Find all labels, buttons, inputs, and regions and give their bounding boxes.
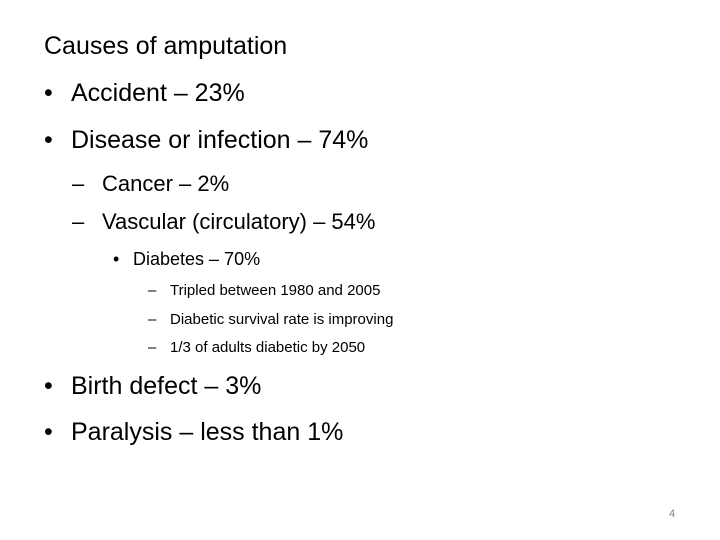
detail-item-text: 1/3 of adults diabetic by 2050: [170, 339, 366, 356]
page-number: 4: [669, 508, 676, 520]
dash-marker: –: [72, 209, 85, 234]
sub-sub-item-diabetes: • Diabetes – 70%: [113, 249, 260, 270]
bullet-marker: •: [44, 418, 53, 446]
dash-marker: –: [148, 311, 157, 328]
dash-marker: –: [148, 282, 157, 299]
detail-item-tripled: – Tripled between 1980 and 2005: [148, 282, 380, 299]
dash-marker: –: [72, 171, 85, 196]
detail-item-text: Diabetic survival rate is improving: [170, 311, 394, 328]
sub-sub-item-text: Diabetes – 70%: [133, 249, 261, 269]
bullet-marker: •: [44, 79, 53, 107]
sub-item-text: Cancer – 2%: [102, 171, 230, 196]
detail-item-survival: – Diabetic survival rate is improving: [148, 311, 393, 328]
bullet-marker: •: [44, 126, 53, 154]
detail-item-projection: – 1/3 of adults diabetic by 2050: [148, 339, 365, 356]
bullet-text: Disease or infection – 74%: [71, 126, 369, 154]
sub-item-vascular: – Vascular (circulatory) – 54%: [72, 209, 375, 235]
bullet-text: Accident – 23%: [71, 79, 245, 107]
sub-item-text: Vascular (circulatory) – 54%: [102, 209, 376, 234]
bullet-item-paralysis: • Paralysis – less than 1%: [44, 418, 343, 447]
bullet-text: Birth defect – 3%: [71, 372, 262, 400]
bullet-marker: •: [113, 249, 120, 269]
detail-item-text: Tripled between 1980 and 2005: [170, 282, 381, 299]
bullet-text: Paralysis – less than 1%: [71, 418, 344, 446]
dash-marker: –: [148, 339, 157, 356]
bullet-marker: •: [44, 372, 53, 400]
bullet-item-birth-defect: • Birth defect – 3%: [44, 372, 261, 401]
bullet-item-accident: • Accident – 23%: [44, 79, 245, 108]
slide-heading: Causes of amputation: [44, 32, 288, 60]
sub-item-cancer: – Cancer – 2%: [72, 171, 229, 197]
bullet-item-disease: • Disease or infection – 74%: [44, 126, 368, 155]
